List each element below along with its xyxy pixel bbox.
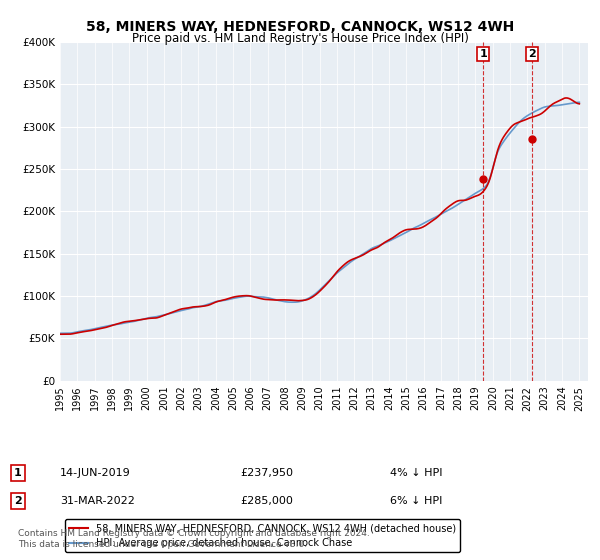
Text: 58, MINERS WAY, HEDNESFORD, CANNOCK, WS12 4WH: 58, MINERS WAY, HEDNESFORD, CANNOCK, WS1… (86, 20, 514, 34)
Text: £285,000: £285,000 (240, 496, 293, 506)
Text: 2: 2 (14, 496, 22, 506)
Text: 31-MAR-2022: 31-MAR-2022 (60, 496, 135, 506)
Text: 4% ↓ HPI: 4% ↓ HPI (390, 468, 443, 478)
Text: £237,950: £237,950 (240, 468, 293, 478)
Text: 1: 1 (14, 468, 22, 478)
Text: Price paid vs. HM Land Registry's House Price Index (HPI): Price paid vs. HM Land Registry's House … (131, 32, 469, 45)
Legend: 58, MINERS WAY, HEDNESFORD, CANNOCK, WS12 4WH (detached house), HPI: Average pri: 58, MINERS WAY, HEDNESFORD, CANNOCK, WS1… (65, 520, 460, 552)
Text: 14-JUN-2019: 14-JUN-2019 (60, 468, 131, 478)
Text: 1: 1 (479, 49, 487, 59)
Text: Contains HM Land Registry data © Crown copyright and database right 2024.
This d: Contains HM Land Registry data © Crown c… (18, 529, 370, 549)
Text: 2: 2 (528, 49, 536, 59)
Text: 6% ↓ HPI: 6% ↓ HPI (390, 496, 442, 506)
